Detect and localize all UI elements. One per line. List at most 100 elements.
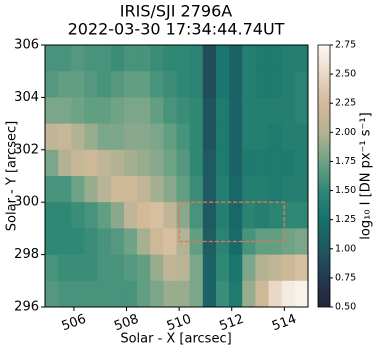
colorbar-tick-label: 2.25: [335, 98, 356, 109]
pixel: [281, 254, 296, 282]
pixel: [255, 228, 270, 256]
pixel: [84, 123, 99, 151]
pixel: [150, 202, 164, 229]
pixel: [45, 280, 59, 307]
pixel: [163, 45, 177, 72]
pixel: [281, 97, 296, 125]
pixel: [84, 228, 99, 256]
pixel: [137, 149, 151, 177]
pixel: [110, 123, 125, 151]
pixel: [229, 123, 243, 151]
pixel: [242, 254, 256, 282]
pixel: [202, 45, 217, 72]
pixel: [45, 97, 59, 125]
pixel: [71, 123, 85, 151]
pixel: [268, 45, 283, 72]
y-tick-label: 296: [14, 300, 39, 315]
pixel: [202, 123, 217, 151]
pixel: [281, 228, 296, 256]
colorbar: [317, 44, 331, 308]
pixel: [255, 45, 270, 72]
pixel: [255, 254, 270, 282]
pixel: [268, 97, 283, 125]
pixel: [58, 176, 72, 203]
pixel: [71, 280, 85, 307]
y-tick-label: 306: [14, 38, 39, 53]
pixel: [268, 254, 283, 282]
pixel: [281, 176, 296, 203]
x-tick-label: 512: [217, 312, 245, 335]
pixel: [176, 254, 191, 282]
pixel: [150, 123, 164, 151]
pixel: [215, 123, 230, 151]
pixel: [58, 45, 72, 72]
pixel: [137, 123, 151, 151]
pixel: [58, 123, 72, 151]
pixel: [294, 149, 308, 177]
pixel: [229, 254, 243, 282]
pixel: [255, 97, 270, 125]
pixel: [137, 97, 151, 125]
plot-frame: [44, 44, 309, 308]
colorbar-tick-label: 0.50: [335, 302, 356, 313]
pixel: [123, 149, 138, 177]
pixel: [137, 176, 151, 203]
y-tick-label: 300: [14, 195, 39, 210]
pixel: [215, 97, 230, 125]
pixel: [294, 123, 308, 151]
pixel: [97, 45, 112, 72]
pixel: [255, 123, 270, 151]
pixel: [110, 71, 125, 98]
pixel: [242, 176, 256, 203]
colorbar-tick-label: 1.25: [335, 214, 356, 225]
pixel: [58, 202, 72, 229]
pixel: [189, 280, 204, 307]
pixel: [255, 280, 270, 307]
pixel: [97, 149, 112, 177]
pixel: [71, 45, 85, 72]
pixel: [110, 202, 125, 229]
pixel: [294, 45, 308, 72]
pixel: [45, 228, 59, 256]
pixel: [202, 176, 217, 203]
pixel: [71, 202, 85, 229]
pixel: [110, 176, 125, 203]
pixel: [123, 176, 138, 203]
pixel: [97, 71, 112, 98]
pixel: [242, 97, 256, 125]
pixel: [71, 149, 85, 177]
pixel: [84, 254, 99, 282]
pixel: [123, 45, 138, 72]
pixel: [229, 280, 243, 307]
pixel: [137, 280, 151, 307]
pixel: [110, 228, 125, 256]
pixel: [45, 71, 59, 98]
pixel: [215, 176, 230, 203]
chart-subtitle: 2022-03-30 17:34:44.74UT: [68, 20, 285, 39]
pixel: [163, 123, 177, 151]
pixel: [189, 254, 204, 282]
pixel: [58, 149, 72, 177]
pixel: [255, 176, 270, 203]
pixel: [84, 202, 99, 229]
pixel: [202, 71, 217, 98]
pixel: [294, 254, 308, 282]
pixel: [123, 228, 138, 256]
pixel: [281, 71, 296, 98]
y-tick-label: 302: [14, 142, 39, 157]
image: [45, 45, 308, 307]
pixel: [176, 202, 191, 229]
pixel: [123, 97, 138, 125]
pixel: [268, 176, 283, 203]
pixel: [123, 280, 138, 307]
pixel: [97, 176, 112, 203]
pixel: [176, 280, 191, 307]
pixel: [58, 228, 72, 256]
pixel: [294, 202, 308, 229]
pixel: [97, 254, 112, 282]
pixel: [294, 280, 308, 307]
pixel: [242, 280, 256, 307]
pixel: [58, 97, 72, 125]
pixel: [189, 123, 204, 151]
pixel: [242, 71, 256, 98]
